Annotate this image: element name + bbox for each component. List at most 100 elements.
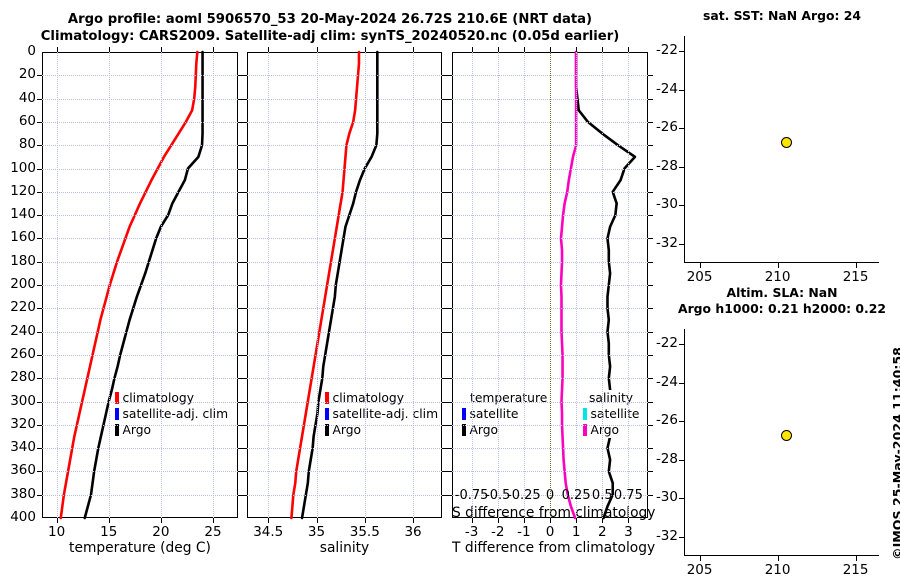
- depth-tick: [447, 354, 452, 356]
- depth-tick: [238, 145, 243, 147]
- value-tick: [523, 47, 525, 52]
- depth-tick: [442, 378, 447, 380]
- value-tick: [316, 47, 318, 52]
- depth-tick: [648, 215, 653, 217]
- axis-tick-label: 1: [571, 524, 581, 540]
- latitude-tick-label: -26: [655, 412, 678, 429]
- value-gridline: [471, 52, 473, 518]
- depth-tick-label: 320: [10, 415, 36, 432]
- sst-map-argo-marker[interactable]: [781, 136, 793, 148]
- value-gridline: [576, 52, 578, 518]
- depth-tick-label: 60: [18, 112, 36, 129]
- depth-tick: [442, 285, 447, 286]
- depth-tick: [37, 285, 42, 286]
- axis-tick-label: 35.5: [349, 524, 380, 540]
- depth-tick: [648, 145, 653, 147]
- depth-tick: [242, 285, 247, 286]
- depth-tick: [648, 448, 653, 450]
- value-gridline: [523, 52, 525, 518]
- legend-title-salinity: salinity: [583, 390, 640, 406]
- depth-tick: [37, 378, 42, 380]
- axis-tick-label: -1: [517, 524, 531, 540]
- depth-tick: [442, 145, 447, 147]
- depth-tick: [37, 448, 42, 450]
- latitude-tick: [679, 498, 684, 500]
- depth-tick: [37, 191, 42, 193]
- depth-tick: [442, 308, 447, 310]
- value-gridline: [602, 52, 604, 518]
- value-tick: [471, 47, 473, 52]
- depth-tick-label: 280: [10, 369, 36, 386]
- value-tick: [602, 518, 604, 523]
- depth-gridline: [247, 308, 442, 310]
- latitude-tick-label: -28: [655, 157, 678, 174]
- legend-swatch-satellite: [583, 408, 587, 420]
- depth-tick: [442, 494, 447, 496]
- depth-tick: [37, 424, 42, 426]
- depth-tick: [242, 448, 247, 450]
- value-gridline: [56, 52, 58, 518]
- depth-tick-label: 20: [18, 66, 36, 83]
- value-tick: [364, 47, 366, 52]
- sla-map-argo-marker[interactable]: [781, 429, 793, 441]
- depth-gridline: [247, 215, 442, 217]
- depth-tick-label: 100: [10, 159, 36, 176]
- latitude-tick: [679, 382, 684, 384]
- salinity-difference-axis-label: S difference from climatology: [452, 505, 656, 521]
- latitude-tick: [679, 243, 684, 245]
- value-tick: [413, 47, 415, 52]
- depth-tick: [442, 75, 447, 77]
- depth-gridline: [42, 261, 238, 263]
- depth-tick: [242, 121, 247, 123]
- legend-item-argo: Argo: [325, 422, 438, 438]
- axis-tick-label: 36: [404, 524, 422, 540]
- depth-tick: [242, 378, 247, 380]
- depth-tick: [238, 215, 243, 217]
- value-tick: [576, 47, 578, 52]
- depth-tick: [238, 401, 243, 403]
- value-tick: [497, 518, 499, 523]
- depth-gridline: [42, 378, 238, 380]
- depth-tick: [648, 191, 653, 193]
- depth-tick: [447, 471, 452, 473]
- value-tick: [316, 518, 318, 523]
- depth-tick: [238, 238, 243, 240]
- depth-tick: [447, 215, 452, 217]
- legend-label-argo: Argo: [469, 423, 499, 437]
- depth-gridline: [42, 494, 238, 496]
- depth-tick: [442, 471, 447, 473]
- depth-tick: [442, 424, 447, 426]
- depth-gridline: [42, 238, 238, 240]
- depth-tick: [242, 191, 247, 193]
- depth-gridline: [247, 401, 442, 403]
- value-tick: [212, 518, 214, 523]
- latitude-tick: [679, 536, 684, 538]
- depth-tick-label: 120: [10, 182, 36, 199]
- depth-gridline: [42, 424, 238, 426]
- depth-tick: [648, 494, 653, 496]
- depth-tick: [238, 471, 243, 473]
- latitude-tick-label: -32: [655, 527, 678, 544]
- latitude-tick: [679, 344, 684, 346]
- longitude-tick: [855, 263, 857, 268]
- latitude-tick: [679, 128, 684, 130]
- longitude-tick: [777, 263, 779, 268]
- value-gridline: [268, 52, 270, 518]
- temperature-difference-axis-label: T difference from climatology: [452, 540, 656, 556]
- depth-tick: [37, 168, 42, 170]
- depth-tick: [447, 401, 452, 403]
- value-tick: [550, 47, 551, 52]
- page-title-line1: Argo profile: aoml 5906570_53 20-May-202…: [67, 12, 593, 27]
- depth-gridline: [42, 75, 238, 77]
- depth-tick: [648, 75, 653, 77]
- longitude-tick-label: 215: [842, 562, 869, 578]
- legend-label-satellite: satellite: [590, 407, 640, 421]
- depth-tick: [37, 75, 42, 77]
- salinity-difference-tick-label: 0.5: [591, 488, 613, 503]
- difference-legend-temperature: temperature satellite Argo: [462, 390, 548, 438]
- depth-tick: [37, 354, 42, 356]
- depth-gridline: [42, 331, 238, 333]
- depth-tick: [442, 331, 447, 333]
- depth-tick: [442, 238, 447, 240]
- value-gridline: [316, 52, 318, 518]
